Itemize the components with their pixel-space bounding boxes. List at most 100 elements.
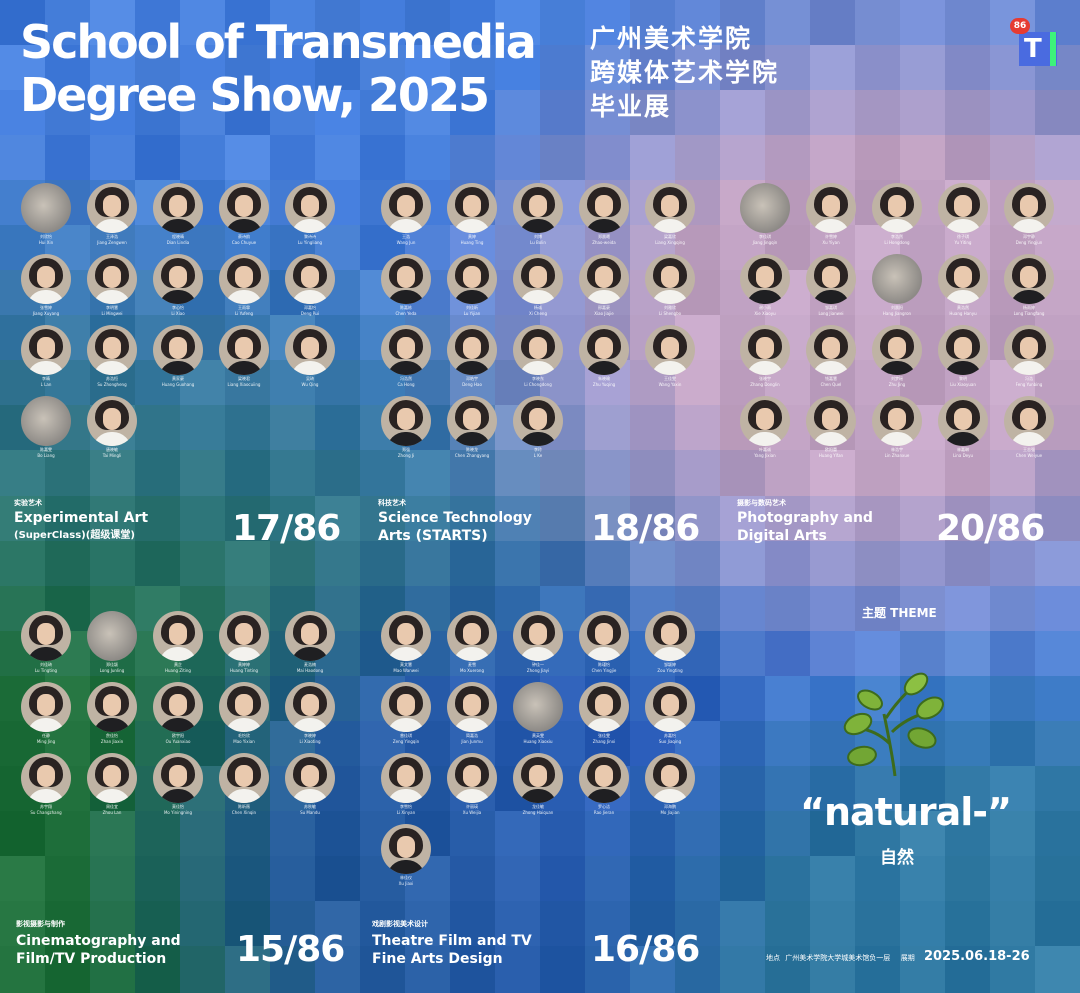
avatar — [285, 611, 335, 661]
mosaic-tile — [450, 900, 496, 948]
mosaic-tile — [405, 0, 451, 47]
mosaic-tile — [315, 405, 361, 453]
member-name-en: Li Chongdong — [524, 382, 552, 387]
mosaic-tile — [945, 945, 991, 993]
member-card: 郑晨曦 Zhao-weida — [574, 183, 634, 245]
mosaic-tile — [765, 675, 811, 723]
mosaic-tile — [990, 90, 1036, 138]
mosaic-tile — [810, 45, 856, 93]
member-card: 郑强 Zhong Ji — [376, 396, 436, 458]
member-card: 黄婷婷 Huang Tinting — [214, 611, 274, 673]
member-name-cn: 毛怡欣 — [238, 733, 250, 738]
mosaic-tile — [405, 45, 451, 93]
mosaic-tile — [45, 810, 91, 858]
mosaic-tile — [765, 45, 811, 93]
mosaic-tile — [270, 495, 316, 543]
member-card: 刘梦瑶 Zhu Jing — [867, 325, 927, 387]
avatar — [447, 682, 497, 732]
mosaic-tile — [720, 945, 766, 993]
avatar — [381, 325, 431, 375]
mosaic-tile — [585, 45, 631, 93]
member-name-cn: 邹颖婷 — [664, 662, 676, 667]
member-name-en: Lina Deyu — [952, 453, 974, 458]
mosaic-tile — [945, 90, 991, 138]
mosaic-tile — [495, 0, 541, 47]
mosaic-tile — [855, 855, 901, 903]
mosaic-tile — [810, 450, 856, 498]
member-name-cn: 邓皓宇 — [466, 376, 478, 381]
member-name-en: Zhan Jiaxin — [100, 739, 124, 744]
avatar — [938, 254, 988, 304]
member-name-cn: 李明慧 — [106, 305, 118, 310]
mosaic-tile — [900, 0, 946, 47]
member-card: 莫佳怡 Mo Yiningning — [148, 753, 208, 815]
member-card: 刘博 Lu Bolin — [508, 183, 568, 245]
mosaic-tile — [315, 450, 361, 498]
mosaic-tile — [855, 45, 901, 93]
avatar — [381, 682, 431, 732]
member-name-en: L Lan — [40, 382, 52, 387]
member-card: 王雨霏 Li Yufeng — [214, 254, 274, 316]
member-name-en: Huang Tinting — [229, 668, 259, 673]
member-name-en: Lu Bolin — [530, 240, 546, 245]
avatar — [447, 611, 497, 661]
member-name-cn: 陈瑾怡 — [598, 662, 610, 667]
member-name-en: Zhang Donglin — [750, 382, 780, 387]
avatar — [381, 611, 431, 661]
member-card: 詹佳怡 Zhan Jiaxin — [82, 682, 142, 744]
mosaic-tile — [0, 810, 46, 858]
member-name-en: Long Tiangfang — [1013, 311, 1045, 316]
mosaic-tile — [450, 945, 496, 993]
mosaic-tile — [540, 945, 586, 993]
mosaic-tile — [90, 0, 136, 47]
mosaic-tile — [495, 450, 541, 498]
mosaic-tile — [450, 810, 496, 858]
member-card: 邓宇静 Deng Yingjun — [999, 183, 1059, 245]
mosaic-tile — [135, 405, 181, 453]
member-name-en: Mo Yiningning — [163, 810, 193, 815]
avatar — [806, 254, 856, 304]
member-name-en: Huang Ting — [460, 240, 484, 245]
mosaic-tile — [810, 585, 856, 633]
member-name-cn: 任静 — [42, 733, 50, 738]
member-name-en: Chen Quel — [820, 382, 842, 387]
mosaic-tile — [720, 585, 766, 633]
mosaic-tile — [720, 135, 766, 183]
experimental-art-en: Experimental Art (SuperClass)(超级课堂) — [14, 509, 148, 545]
member-name-cn: 陈嘉雯 — [40, 447, 52, 452]
mosaic-tile — [540, 45, 586, 93]
mosaic-tile — [675, 405, 721, 453]
member-name-cn: 罗心洁 — [598, 804, 610, 809]
theatre-design-en: Theatre Film and TV Fine Arts Design — [372, 932, 532, 968]
member-name-cn: 钱嘉慧 — [825, 376, 837, 381]
mosaic-tile — [540, 540, 586, 588]
mosaic-tile — [675, 495, 721, 543]
mosaic-tile — [450, 540, 496, 588]
member-name-en: Yang Jixian — [754, 453, 776, 458]
avatar — [285, 753, 335, 803]
avatar — [579, 183, 629, 233]
member-name-en: Liang Xingqing — [655, 240, 685, 245]
member-card: 黎明 Liu Xiaoyuan — [933, 325, 993, 387]
mosaic-tile — [450, 450, 496, 498]
mosaic-tile — [630, 810, 676, 858]
member-name-en: Wu Qing — [301, 382, 319, 387]
member-name-en: Cao Chuyue — [231, 240, 257, 245]
avatar — [381, 396, 431, 446]
member-card: 郑佳颖 Long Junling — [82, 611, 142, 673]
mosaic-tile — [270, 855, 316, 903]
school-logo-icon: T 86 — [1010, 18, 1060, 68]
member-name-cn: 刘博 — [534, 234, 542, 239]
mosaic-tile — [810, 135, 856, 183]
mosaic-tile — [765, 450, 811, 498]
member-card: 林佳仪 Xu Jiaxi — [376, 824, 436, 886]
mosaic-tile — [315, 90, 361, 138]
avatar — [381, 254, 431, 304]
mosaic-tile — [630, 0, 676, 47]
photography-en-line-1: Photography and — [737, 510, 873, 526]
mosaic-tile — [900, 855, 946, 903]
cinematography-cn: 影视摄影与制作 — [16, 920, 65, 928]
theme-subtitle: 自然 — [880, 848, 914, 868]
member-name-en: Huang Yifan — [818, 453, 844, 458]
